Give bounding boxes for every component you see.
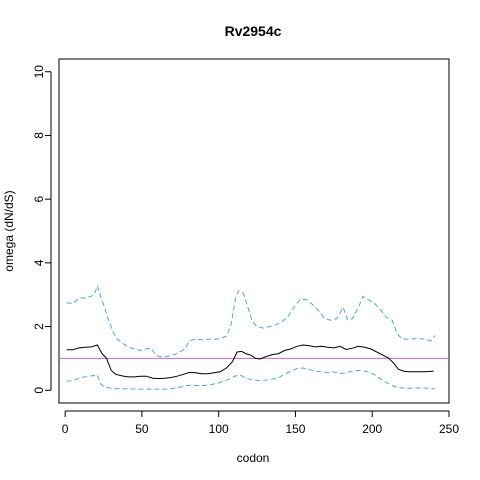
data-layer (59, 284, 449, 390)
y-tick-label: 0 (32, 387, 46, 394)
y-tick-label: 8 (32, 132, 46, 139)
y-tick-label: 4 (32, 259, 46, 266)
x-tick-label: 50 (135, 422, 149, 436)
x-tick-label: 250 (439, 422, 459, 436)
x-tick-label: 200 (362, 422, 382, 436)
y-tick-label: 2 (32, 323, 46, 330)
x-tick-label: 150 (285, 422, 305, 436)
lower-bound-line (66, 367, 436, 390)
upper-bound-line (66, 284, 436, 358)
y-tick-label: 10 (32, 65, 46, 79)
x-axis: 0 50 100 150 200 250 (62, 410, 459, 436)
omega-estimate-line (66, 344, 434, 380)
x-tick-label: 0 (62, 422, 69, 436)
plot-frame (58, 58, 450, 404)
y-axis-label: omega (dN/dS) (2, 190, 16, 271)
y-axis: 0 2 4 6 8 10 (32, 65, 52, 394)
x-tick-label: 100 (209, 422, 229, 436)
chart-title: Rv2954c (225, 23, 282, 39)
x-axis-label: codon (237, 451, 270, 465)
y-tick-label: 6 (32, 195, 46, 202)
